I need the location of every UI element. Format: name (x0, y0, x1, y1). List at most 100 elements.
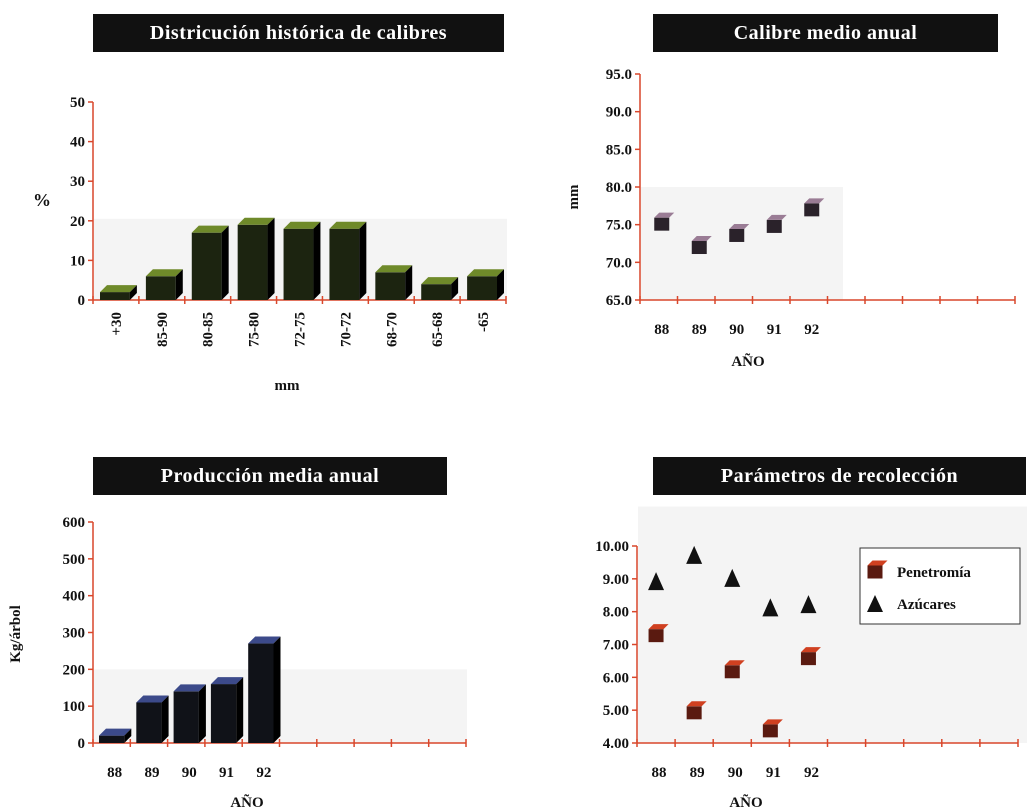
chart-distribucion-bar (237, 224, 268, 300)
chart-recoleccion-legend-penetromia-marker (867, 565, 883, 579)
chart-calibre-x-tick-label: 88 (654, 322, 669, 338)
chart-calibre-y-tick-label: 95.0 (606, 67, 632, 83)
chart-produccion-y-label: Kg/árbol (8, 605, 24, 663)
chart-recoleccion-penetromia-point (724, 665, 740, 679)
chart-recoleccion-x-tick-label: 90 (728, 765, 743, 781)
chart-distribucion-x-tick-label: 75-80 (247, 312, 263, 347)
chart-produccion-y-tick-label: 400 (63, 589, 86, 605)
chart-produccion-bar-top (210, 677, 244, 685)
chart-recoleccion-y-tick-label: 8.00 (603, 605, 629, 621)
chart-produccion-y-tick-label: 600 (63, 515, 86, 531)
chart-calibre-point-top (804, 198, 825, 204)
chart-recoleccion-x-tick-label: 89 (690, 765, 705, 781)
chart-produccion-bar-top (173, 684, 206, 692)
chart-distribucion-x-tick-label: +30 (109, 312, 125, 336)
chart-distribucion-bar-top (145, 269, 183, 277)
chart-distribucion-x-tick-label: 72-75 (293, 312, 309, 347)
chart-produccion-bar-top (99, 728, 132, 736)
chart-produccion-x-tick-label: 88 (107, 765, 122, 781)
chart-produccion-y-tick-label: 300 (63, 626, 86, 642)
chart-distribucion-y-label: % (33, 190, 51, 210)
chart-distribucion-x-tick-label: -65 (476, 312, 492, 332)
chart-recoleccion-penetromia-point-top (686, 701, 707, 707)
chart-calibre-point-top (729, 223, 750, 229)
chart-produccion-bar-side (198, 684, 206, 743)
chart-recoleccion-y-tick-label: 10.00 (595, 539, 629, 555)
chart-distribucion-x-tick-label: 85-90 (155, 312, 171, 347)
chart-distribucion-bar (145, 276, 176, 300)
chart-recoleccion-penetromia-point-top (648, 624, 669, 630)
chart-distribucion-bar (283, 228, 314, 300)
chart-distribucion-x-tick-label: 68-70 (384, 312, 400, 347)
chart-distribucion-title: Districución histórica de calibres (93, 14, 504, 52)
chart-calibre-y-tick-label: 90.0 (606, 105, 632, 121)
chart-distribucion-bar (375, 272, 406, 300)
chart-distribucion-bar (191, 232, 222, 300)
chart-produccion-bar (99, 735, 125, 743)
chart-calibre-point (729, 228, 745, 242)
chart-produccion-bar (210, 684, 237, 743)
chart-calibre-point-top (691, 236, 712, 242)
chart-distribucion-x-label: mm (275, 378, 300, 394)
chart-produccion-bar (136, 702, 162, 743)
chart-recoleccion-penetromia-point (686, 706, 702, 720)
chart-distribucion-bar-side (451, 277, 459, 300)
chart-distribucion-bar (100, 292, 130, 300)
chart-produccion-title: Producción media anual (93, 457, 447, 495)
chart-recoleccion-legend-penetromia-marker-top (867, 560, 888, 566)
chart-calibre-x-label: AÑO (731, 352, 764, 370)
chart-recoleccion-penetromia-point (762, 724, 778, 738)
chart-distribucion-bar-top (329, 221, 367, 229)
chart-distribucion-bar-top (100, 285, 137, 293)
chart-distribucion-bar (421, 284, 452, 300)
chart-produccion-x-label: AÑO (230, 793, 263, 809)
chart-distribucion-x-tick-label: 70-72 (338, 312, 354, 347)
chart-produccion-x-tick-label: 90 (182, 765, 197, 781)
chart-recoleccion-legend-azucares-marker (867, 595, 883, 612)
chart-produccion-y-tick-label: 500 (63, 552, 86, 568)
chart-recoleccion-y-tick-label: 5.00 (603, 703, 629, 719)
chart-recoleccion-penetromia-point (800, 652, 816, 666)
chart-distribucion-bar-top (237, 217, 275, 225)
chart-distribucion-bar-top (283, 221, 321, 229)
chart-recoleccion-y-tick-label: 6.00 (603, 670, 629, 686)
chart-calibre-point (804, 203, 820, 217)
chart-recoleccion-azucares-point (686, 545, 703, 564)
chart-recoleccion-y-tick-label: 9.00 (603, 572, 629, 588)
chart-distribucion-bar-side (267, 217, 275, 300)
chart-recoleccion-x-tick-label: 91 (766, 765, 781, 781)
chart-calibre-point-top (654, 212, 675, 218)
chart-recoleccion-x-tick-label: 92 (804, 765, 819, 781)
chart-recoleccion-penetromia-point-top (762, 719, 783, 725)
chart-calibre-title: Calibre medio anual (653, 14, 998, 52)
chart-distribucion-bar-side (313, 221, 321, 300)
chart-recoleccion-y-tick-label: 7.00 (603, 638, 629, 654)
chart-distribucion-x-tick-label: 65-68 (430, 312, 446, 347)
chart-produccion-y-tick-label: 200 (63, 662, 86, 678)
chart-recoleccion-x-label: AÑO (729, 793, 762, 809)
chart-produccion-y-tick-label: 100 (63, 699, 86, 715)
chart-calibre-y-label: mm (566, 184, 582, 209)
chart-calibre-x-tick-label: 91 (767, 322, 782, 338)
chart-distribucion-bar-side (405, 265, 413, 300)
chart-distribucion-bar-side (175, 269, 183, 300)
chart-distribucion-y-tick-label: 40 (70, 135, 85, 151)
chart-distribucion-bar-side (497, 269, 504, 300)
chart-distribucion-y-tick-label: 10 (70, 253, 85, 269)
chart-distribucion-bar-top (467, 269, 504, 277)
chart-recoleccion-penetromia-point (648, 629, 664, 643)
chart-distribucion-x-tick-label: 80-85 (201, 312, 217, 347)
chart-distribucion-y-tick-label: 0 (78, 293, 86, 309)
chart-distribucion-bar-side (221, 225, 229, 300)
chart-produccion-bar (173, 691, 199, 743)
chart-distribucion-bar-top (191, 225, 229, 233)
chart-produccion-y-tick-label: 0 (78, 736, 86, 752)
chart-recoleccion-penetromia-point-top (800, 647, 821, 653)
chart-produccion-bar-top (136, 695, 169, 703)
chart-distribucion-bar (467, 276, 497, 300)
chart-recoleccion-title: Parámetros de recolección (653, 457, 1026, 495)
chart-calibre-y-tick-label: 65.0 (606, 293, 632, 309)
